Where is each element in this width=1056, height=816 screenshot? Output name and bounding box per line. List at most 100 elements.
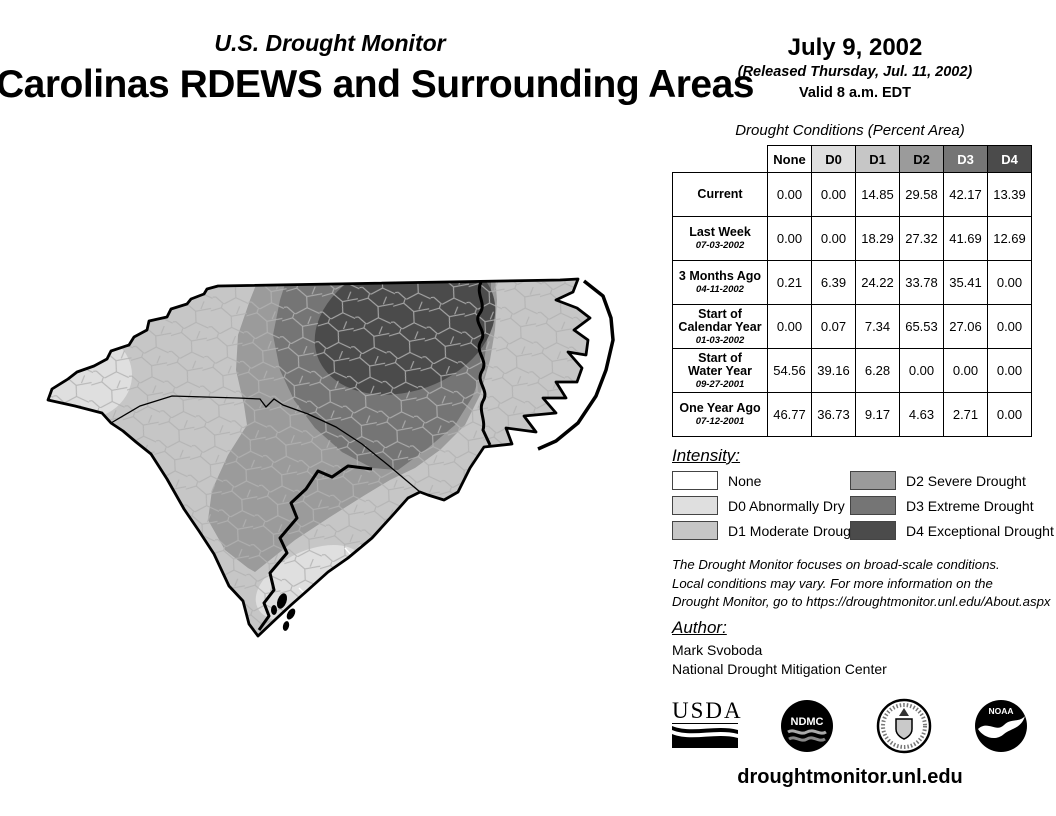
percent-area-cell: 0.00 [767,304,812,349]
legend-item-d0: D0 Abnormally Dry [672,493,850,518]
legend-swatch-d2 [850,471,896,490]
map-date: July 9, 2002 [787,34,923,61]
table-row: Current 0.00 0.00 14.85 29.58 42.17 13.39 [672,172,1032,217]
savannah-river-border [257,464,373,631]
author-title: Author: [672,618,727,637]
outer-banks [537,279,615,451]
percent-area-cell: 0.00 [767,216,812,261]
percent-area-cell: 0.00 [943,348,988,393]
table-row: One Year Ago 07-12-2001 46.77 36.73 9.17 4.63… [672,392,1032,437]
region-title: Carolinas RDEWS and Surrounding Areas [0,63,755,106]
row-label: Start of Calendar Year 01-03-2002 [672,304,768,349]
percent-area-cell: 0.00 [987,260,1032,305]
percent-area-cell: 13.39 [987,172,1032,217]
legend-swatch-d4 [850,521,896,540]
usda-logo-text: USDA [672,698,743,724]
column-header-d0: D0 [811,145,856,173]
monitor-title: U.S. Drought Monitor [214,30,446,56]
noaa-logo-text: NOAA [988,706,1013,716]
doc-seal-logo [876,698,932,754]
percent-area-cell: 4.63 [899,392,944,437]
percent-area-cell: 6.28 [855,348,900,393]
column-header-d4: D4 [987,145,1032,173]
row-label: 3 Months Ago 04-11-2002 [672,260,768,305]
legend-item-d1: D1 Moderate Drought [672,518,863,543]
legend-label: D3 Extreme Drought [906,497,1034,514]
county-lines [48,279,590,636]
column-header-d2: D2 [899,145,944,173]
noaa-logo: NOAA [975,700,1027,752]
percent-area-cell: 0.00 [899,348,944,393]
disclaimer-text: The Drought Monitor focuses on broad-sca… [672,557,1051,609]
row-label: Start of Water Year 09-27-2001 [672,348,768,393]
column-header-none: None [767,145,812,173]
legend-swatch-none [672,471,718,490]
noaa-bird-icon [978,716,1025,739]
region-outline [46,277,592,638]
percent-area-cell: 2.71 [943,392,988,437]
table-row: Last Week 07-03-2002 0.00 0.00 18.29 27.32 41.… [672,216,1032,261]
date-block: July 9, 2002 (Released Thursday, Jul. 11… [690,34,1020,103]
author-name: Mark Svoboda [672,642,763,658]
author-org: National Drought Mitigation Center [672,661,887,677]
usda-swoosh-icon [672,726,738,748]
logo-row: USDA NDMC NOAA [672,698,1028,754]
percent-area-cell: 42.17 [943,172,988,217]
legend-item-none: None [672,468,850,493]
nc-sc-border [110,395,421,493]
percent-area-cell: 0.00 [987,392,1032,437]
percent-area-cell: 14.85 [855,172,900,217]
row-label: Current [672,172,768,217]
percent-area-cell: 0.00 [987,304,1032,349]
doc-eagle-icon [899,708,909,716]
percent-area-cell: 0.07 [811,304,856,349]
legend-item-d4: D4 Exceptional Drought [850,518,1054,543]
table-row: Start of Water Year 09-27-2001 54.56 39.16 6… [672,348,1032,393]
percent-area-cell: 39.16 [811,348,856,393]
percent-area-cell: 41.69 [943,216,988,261]
table-row: 3 Months Ago 04-11-2002 0.21 6.39 24.22 33.78… [672,260,1032,305]
percent-area-cell: 0.21 [767,260,812,305]
legend-label: D1 Moderate Drought [728,522,863,539]
eastern-river [476,281,492,446]
percent-area-cell: 29.58 [899,172,944,217]
release-date: (Released Thursday, Jul. 11, 2002) [737,64,973,80]
legend-item-d3: D3 Extreme Drought [850,493,1054,518]
legend-swatch-d1 [672,521,718,540]
percent-area-cell: 36.73 [811,392,856,437]
percent-area-cell: 0.00 [767,172,812,217]
legend-item-d2: D2 Severe Drought [850,468,1054,493]
table-corner-cell [672,145,768,173]
percent-area-cell: 0.00 [811,216,856,261]
legend-label: None [728,472,762,489]
row-label: One Year Ago 07-12-2001 [672,392,768,437]
percent-area-cell: 65.53 [899,304,944,349]
column-header-d3: D3 [943,145,988,173]
ndmc-logo: NDMC [781,700,833,752]
percent-area-cell: 33.78 [899,260,944,305]
percent-area-cell: 0.00 [987,348,1032,393]
percent-area-cell: 9.17 [855,392,900,437]
ndmc-logo-text: NDMC [791,716,824,728]
coastal-lakes [271,593,296,631]
conditions-table-body: Current 0.00 0.00 14.85 29.58 42.17 13.39 Last … [672,172,1032,437]
percent-area-cell: 27.32 [899,216,944,261]
legend-label: D2 Severe Drought [906,472,1026,489]
percent-area-cell: 0.00 [811,172,856,217]
column-header-d1: D1 [855,145,900,173]
percent-area-cell: 54.56 [767,348,812,393]
percent-area-cell: 18.29 [855,216,900,261]
site-url: droughtmonitor.unl.edu [737,766,963,788]
legend-swatch-d0 [672,496,718,515]
usda-logo: USDA [672,698,743,753]
intensity-legend-items: None D0 Abnormally Dry D1 Moderate Drought… [672,468,1054,543]
valid-time: Valid 8 a.m. EDT [798,85,911,101]
doc-shield-icon [895,718,913,740]
intensity-legend-title: Intensity: [672,446,741,465]
percent-area-cell: 7.34 [855,304,900,349]
conditions-table-head: None D0 D1 D2 D3 D4 [672,145,1032,173]
legend-label: D4 Exceptional Drought [906,522,1054,539]
percent-area-cell: 27.06 [943,304,988,349]
